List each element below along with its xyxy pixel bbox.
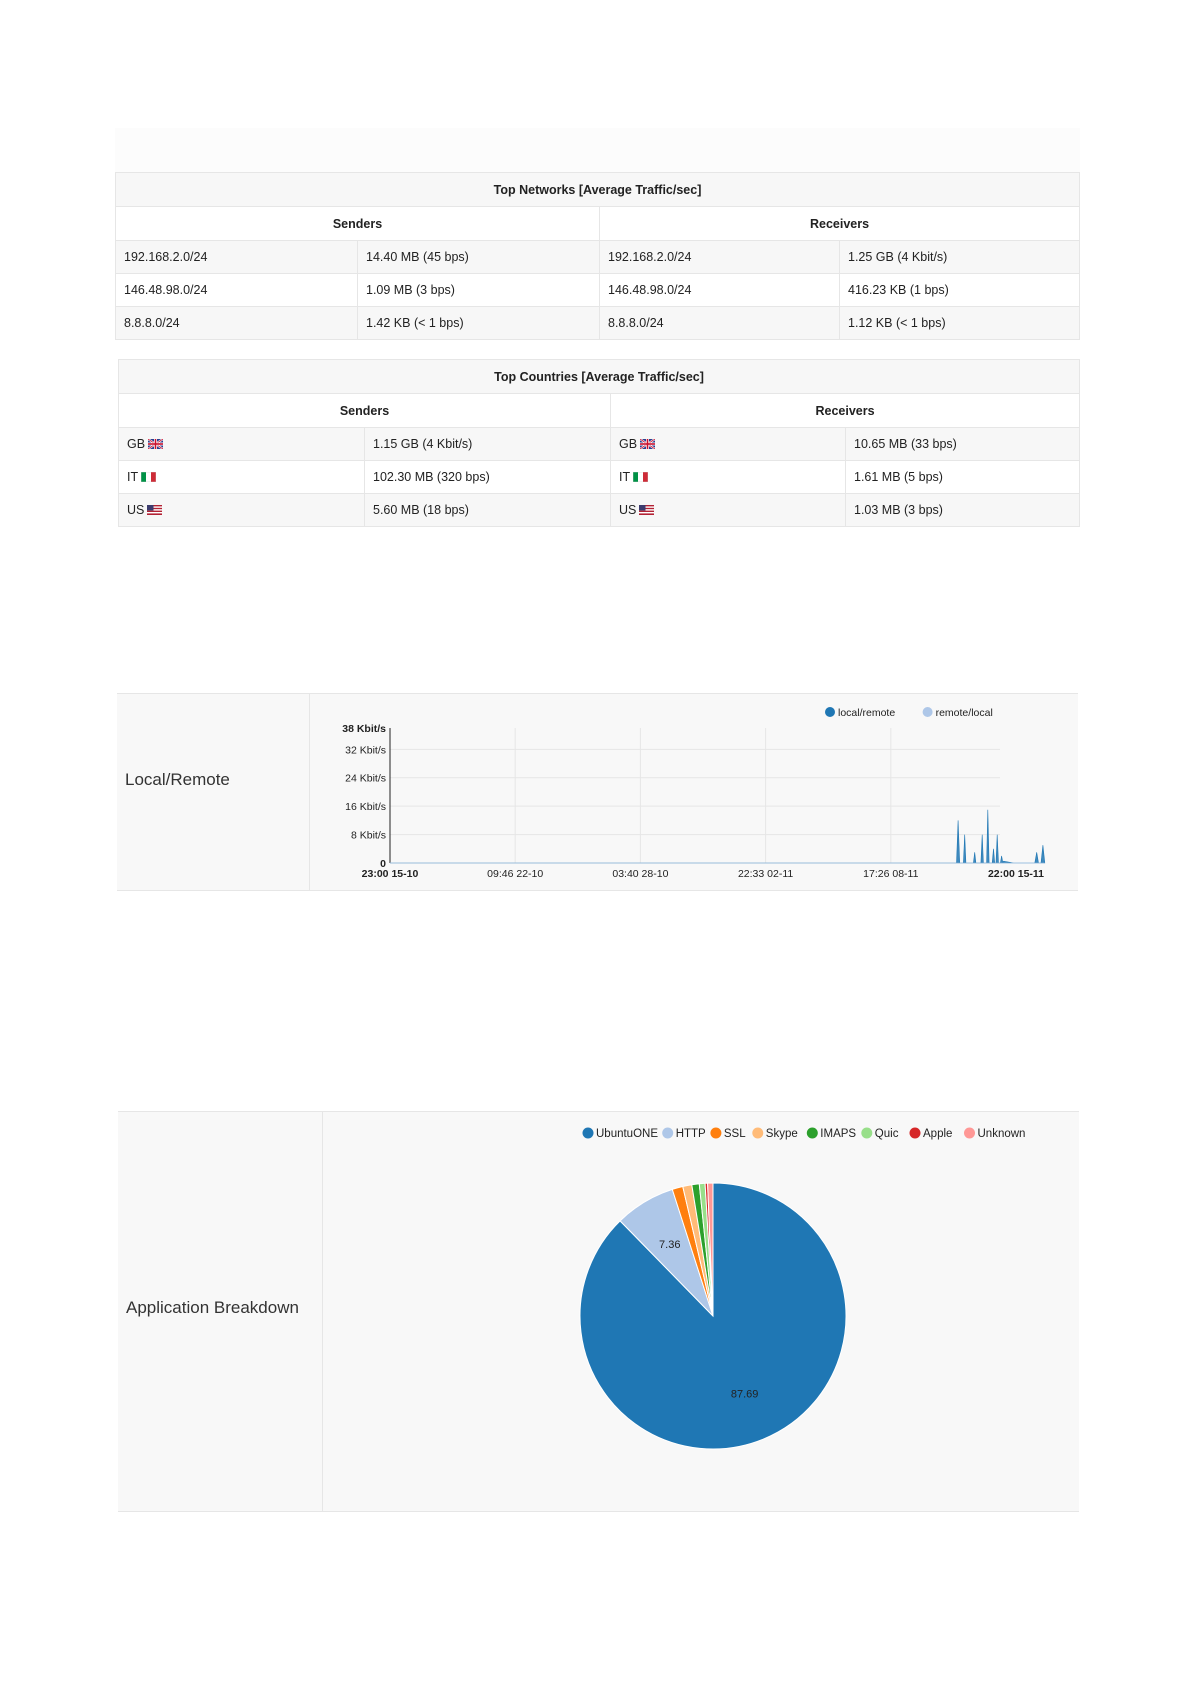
legend-swatch	[861, 1127, 873, 1139]
legend-swatch	[662, 1127, 674, 1139]
networks-receivers-header: Receivers	[598, 206, 1081, 241]
table-row: 146.48.98.0/24 1.09 MB (3 bps) 146.48.98…	[115, 273, 1081, 307]
pie-value-label: 7.36	[659, 1239, 680, 1251]
y-tick-label: 32 Kbit/s	[345, 744, 386, 756]
legend-label: UbuntuONE	[596, 1128, 658, 1140]
country-receiver-value: 10.65 MB (33 bps)	[844, 427, 1081, 461]
us-flag-icon	[639, 504, 655, 518]
country-sender: US	[127, 502, 145, 517]
legend-swatch	[710, 1127, 722, 1139]
x-tick-label: 22:33 02-11	[738, 868, 793, 880]
x-tick-label: 17:26 08-11	[863, 868, 918, 880]
local-remote-panel: Local/Remote	[117, 693, 1078, 891]
top-spacer-band	[115, 128, 1080, 172]
x-tick-label: 09:46 22-10	[487, 868, 543, 880]
y-tick-label: 38 Kbit/s	[342, 723, 386, 735]
table-row: 192.168.2.0/24 14.40 MB (45 bps) 192.168…	[115, 240, 1081, 274]
network-receiver-value: 1.12 KB (< 1 bps)	[838, 306, 1081, 340]
network-receiver-value: 1.25 GB (4 Kbit/s)	[838, 240, 1081, 274]
table-row: US 5.60 MB (18 bps) US 1.03 MB (3 bps)	[118, 493, 1081, 527]
table-row: 8.8.8.0/24 1.42 KB (< 1 bps) 8.8.8.0/24 …	[115, 306, 1081, 340]
legend-label: remote/local	[936, 707, 993, 719]
country-receiver: US	[619, 502, 637, 517]
legend-swatch	[825, 707, 835, 717]
country-receiver-value: 1.03 MB (3 bps)	[844, 493, 1081, 527]
pie-value-label: 87.69	[731, 1389, 759, 1401]
legend-swatch	[582, 1127, 594, 1139]
local-remote-chart: 38 Kbit/s 32 Kbit/s 24 Kbit/s 16 Kbit/s 8 Kb…	[342, 707, 1046, 880]
network-sender: 192.168.2.0/24	[115, 240, 358, 274]
top-countries-title: Top Countries [Average Traffic/sec]	[117, 359, 1081, 394]
country-receiver-value: 1.61 MB (5 bps)	[844, 460, 1081, 494]
network-sender: 146.48.98.0/24	[115, 273, 358, 307]
legend-label: HTTP	[676, 1128, 706, 1140]
legend-swatch	[806, 1127, 818, 1139]
network-sender-value: 1.09 MB (3 bps)	[357, 273, 600, 307]
legend-swatch	[964, 1127, 975, 1139]
legend-label: Quic	[875, 1128, 899, 1140]
countries-senders-header: Senders	[118, 393, 611, 428]
it-flag-icon	[632, 471, 649, 485]
top-networks-table: Top Networks [Average Traffic/sec] Sende…	[114, 172, 1081, 340]
country-sender-value: 102.30 MB (320 bps)	[364, 460, 611, 494]
y-tick-label: 16 Kbit/s	[345, 801, 386, 813]
country-sender-value: 1.15 GB (4 Kbit/s)	[364, 427, 611, 461]
local-remote-label: Local/Remote	[125, 770, 230, 789]
top-countries-table: Top Countries [Average Traffic/sec] Send…	[117, 359, 1081, 527]
legend-label: IMAPS	[820, 1128, 856, 1140]
us-flag-icon	[147, 504, 163, 518]
gb-flag-icon	[147, 437, 164, 452]
country-receiver: IT	[619, 469, 631, 484]
network-sender: 8.8.8.0/24	[115, 306, 358, 340]
application-breakdown-label: Application Breakdown	[126, 1298, 299, 1317]
network-receiver-value: 416.23 KB (1 bps)	[838, 273, 1081, 307]
table-row: GB 1.15 GB (4 Kbit/s) GB 10.65 MB (33 bp…	[118, 427, 1081, 461]
panel-divider	[322, 1112, 323, 1511]
network-receiver: 146.48.98.0/24	[599, 273, 840, 307]
x-tick-label: 03:40 28-10	[612, 868, 668, 880]
network-receiver: 8.8.8.0/24	[599, 306, 840, 340]
legend-label: Unknown	[978, 1128, 1026, 1140]
countries-receivers-header: Receivers	[609, 393, 1081, 428]
y-tick-label: 24 Kbit/s	[345, 773, 386, 785]
legend-swatch	[909, 1127, 921, 1139]
y-tick-label: 8 Kbit/s	[351, 830, 386, 842]
top-networks-title: Top Networks [Average Traffic/sec]	[114, 172, 1081, 207]
legend-label: local/remote	[838, 707, 895, 719]
series-area-local-remote	[390, 809, 1046, 864]
x-tick-label: 22:00 15-11	[988, 868, 1044, 880]
panel-divider	[309, 694, 310, 890]
legend-label: Skype	[766, 1128, 798, 1140]
network-sender-value: 14.40 MB (45 bps)	[357, 240, 600, 274]
legend-label: SSL	[724, 1128, 746, 1140]
networks-senders-header: Senders	[115, 206, 600, 241]
table-row: IT 102.30 MB (320 bps) IT 1.61 MB (5 bps…	[118, 460, 1081, 494]
country-sender: GB	[127, 436, 146, 451]
network-receiver: 192.168.2.0/24	[599, 240, 840, 274]
country-sender-value: 5.60 MB (18 bps)	[364, 493, 611, 527]
it-flag-icon	[140, 471, 157, 485]
x-tick-label: 23:00 15-10	[362, 868, 419, 880]
legend-swatch	[752, 1127, 764, 1139]
gb-flag-icon	[639, 437, 656, 452]
legend-label: Apple	[923, 1128, 952, 1140]
network-sender-value: 1.42 KB (< 1 bps)	[357, 306, 600, 340]
application-breakdown-chart: 87.69 7.36 UbuntuONE HTTP SSL Skype IMAPS Quic A…	[579, 1127, 1026, 1450]
legend-swatch	[922, 707, 933, 717]
country-sender: IT	[127, 469, 139, 484]
y-tick-label: 0	[380, 858, 386, 870]
pie-slice-unknown	[707, 1182, 714, 1317]
country-receiver: GB	[619, 436, 638, 451]
